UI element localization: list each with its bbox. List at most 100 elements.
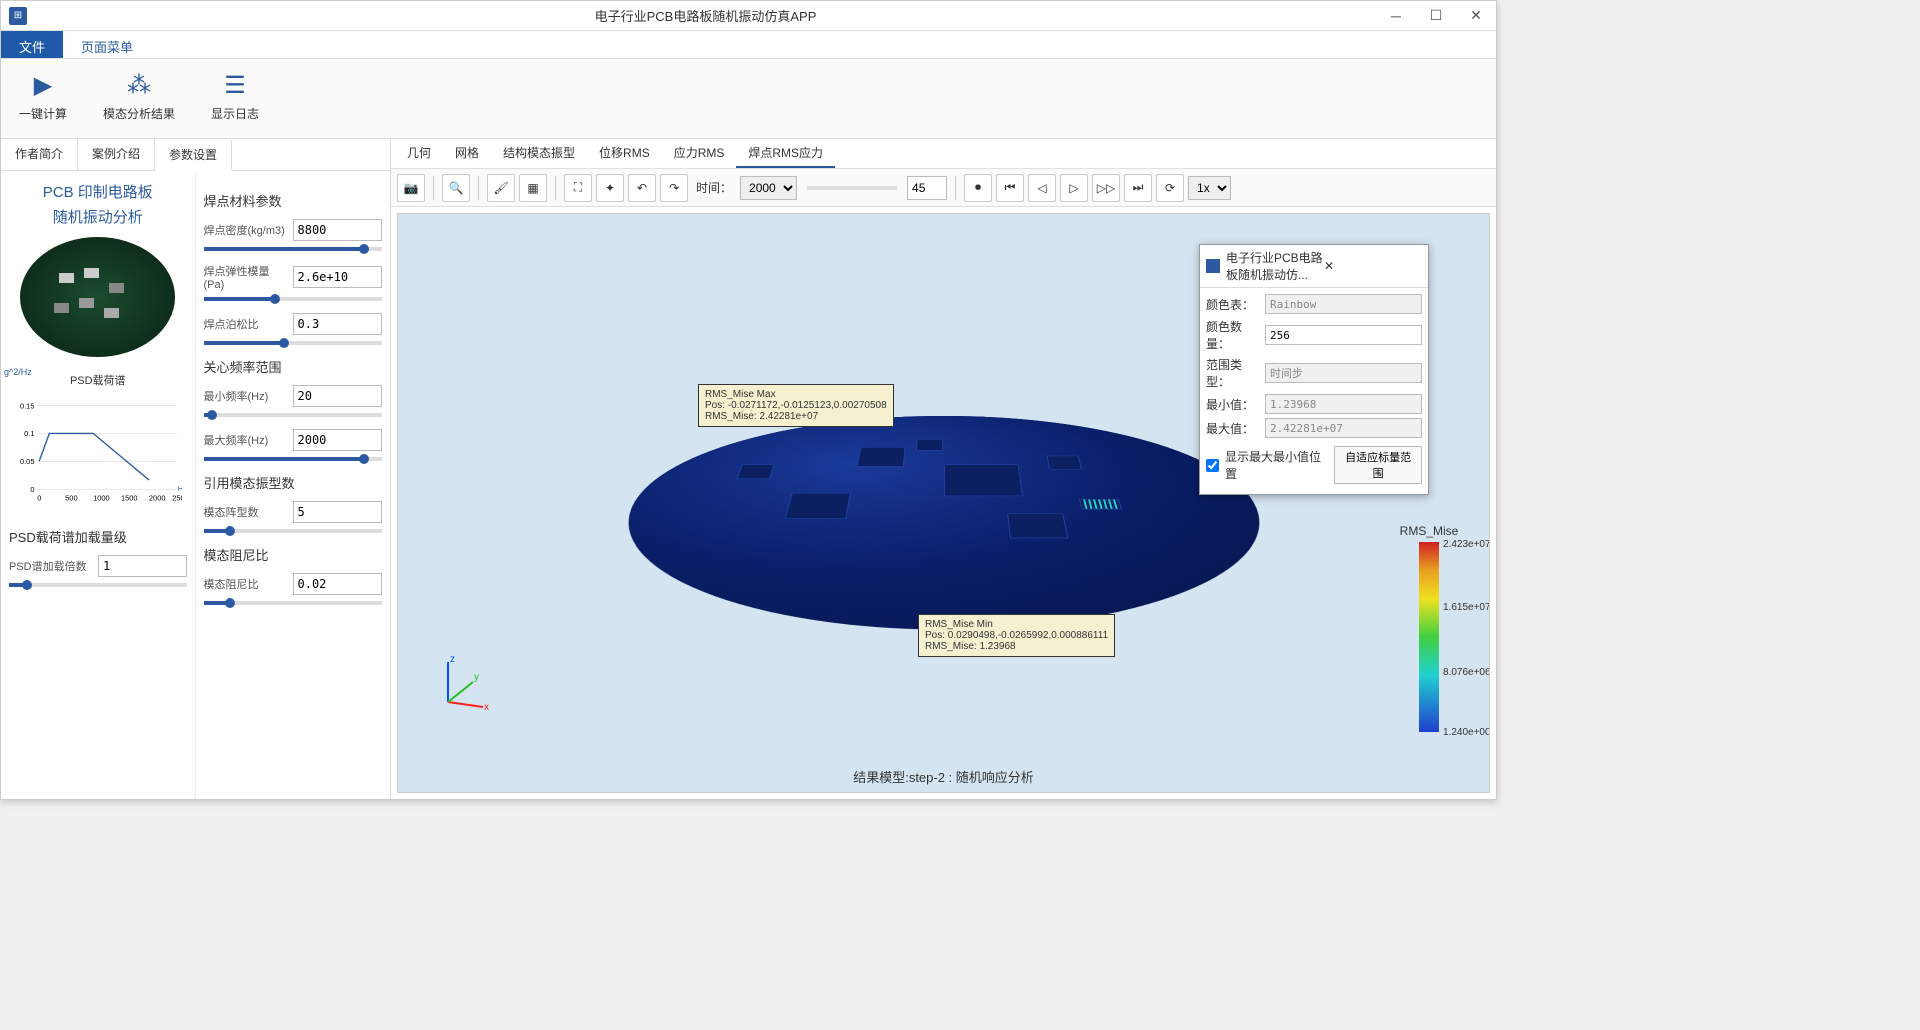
- prev-button[interactable]: ◁: [1028, 174, 1056, 202]
- first-button[interactable]: ⏮: [996, 174, 1024, 202]
- axes-gizmo: z x y: [438, 652, 498, 712]
- sidebar: 作者简介 案例介绍 参数设置 PCB 印制电路板 随机振动分析 g^2/Hz P…: [1, 139, 391, 799]
- calc-button[interactable]: ▶ 一键计算: [11, 65, 75, 132]
- rangetype-select[interactable]: [1265, 363, 1422, 383]
- modal-result-button[interactable]: ⁂ 模态分析结果: [95, 65, 183, 132]
- record-button[interactable]: ⏺: [964, 174, 992, 202]
- record-icon: ⏺: [975, 180, 981, 195]
- app-title: 电子行业PCB电路板随机振动仿真APP: [27, 6, 1384, 25]
- minimize-button[interactable]: ─: [1384, 4, 1408, 28]
- vtab-mesh[interactable]: 网格: [443, 139, 491, 168]
- vtab-stress[interactable]: 应力RMS: [662, 139, 737, 168]
- freq-section: 关心频率范围: [204, 357, 383, 379]
- log-button[interactable]: ☰ 显示日志: [203, 65, 267, 132]
- panel-title1: PCB 印制电路板: [9, 181, 187, 202]
- next-button[interactable]: ▷▷: [1092, 174, 1120, 202]
- first-icon: ⏮: [1005, 180, 1016, 195]
- damp-section: 模态阻尼比: [204, 545, 383, 567]
- panel-logo-icon: [1206, 259, 1220, 273]
- cube-button[interactable]: ▦: [519, 174, 547, 202]
- camera-button[interactable]: 📷: [397, 174, 425, 202]
- last-button[interactable]: ⏭: [1124, 174, 1152, 202]
- axes-icon: ✦: [605, 181, 615, 195]
- ribbon: ▶ 一键计算 ⁂ 模态分析结果 ☰ 显示日志: [1, 59, 1496, 139]
- play-icon: ▶: [27, 69, 59, 101]
- psd-mult-slider[interactable]: [9, 583, 187, 587]
- search-icon: 🔍: [449, 181, 464, 195]
- damp-input[interactable]: [293, 573, 383, 595]
- max-input[interactable]: [1265, 418, 1422, 438]
- fit-icon: ⛶: [574, 180, 582, 195]
- svg-text:0.05: 0.05: [20, 457, 34, 466]
- viewer-panel: 几何 网格 结构模态振型 位移RMS 应力RMS 焊点RMS应力 📷 🔍 🖌 ▦…: [391, 139, 1496, 799]
- elastic-input[interactable]: [293, 266, 383, 288]
- minfreq-slider[interactable]: [204, 413, 383, 417]
- svg-text:0.1: 0.1: [24, 429, 34, 438]
- colorcount-input[interactable]: [1265, 325, 1422, 345]
- loop-button[interactable]: ⟳: [1156, 174, 1184, 202]
- log-icon: ☰: [219, 69, 251, 101]
- minfreq-input[interactable]: [293, 385, 383, 407]
- colormap-select[interactable]: [1265, 294, 1422, 314]
- autoscale-button[interactable]: 自适应标量范围: [1334, 446, 1422, 484]
- density-slider[interactable]: [204, 247, 383, 251]
- svg-text:1500: 1500: [121, 493, 138, 502]
- color-legend: RMS_Mise 2.423e+07 1.615e+07 8.076e+06 1…: [1389, 524, 1469, 732]
- psd-mult-input[interactable]: [98, 555, 187, 577]
- rotate-right-button[interactable]: ↷: [660, 174, 688, 202]
- play-icon: ▷: [1069, 181, 1078, 195]
- axes-button[interactable]: ✦: [596, 174, 624, 202]
- panel-close-button[interactable]: ✕: [1324, 259, 1422, 273]
- menu-page[interactable]: 页面菜单: [63, 31, 151, 58]
- modecount-input[interactable]: [293, 501, 383, 523]
- vtab-modal[interactable]: 结构模态振型: [491, 139, 587, 168]
- mode-section: 引用模态振型数: [204, 473, 383, 495]
- tab-case[interactable]: 案例介绍: [78, 139, 155, 170]
- svg-text:z: z: [450, 654, 455, 665]
- tab-params[interactable]: 参数设置: [155, 140, 232, 171]
- min-input[interactable]: [1265, 394, 1422, 414]
- svg-text:1000: 1000: [93, 493, 110, 502]
- time-combo[interactable]: 2000: [740, 176, 797, 200]
- result-label: 结果模型:step-2 : 随机响应分析: [398, 767, 1489, 786]
- menubar: 文件 页面菜单: [1, 31, 1496, 59]
- damp-slider[interactable]: [204, 601, 383, 605]
- speed-combo[interactable]: 1x: [1188, 176, 1231, 200]
- play-button[interactable]: ▷: [1060, 174, 1088, 202]
- density-input[interactable]: [293, 219, 383, 241]
- close-button[interactable]: ✕: [1464, 4, 1488, 28]
- pcb-preview-image: [20, 237, 175, 357]
- time-slider[interactable]: [807, 186, 897, 190]
- tab-author[interactable]: 作者简介: [1, 139, 78, 170]
- show-maxmin-checkbox[interactable]: [1206, 459, 1219, 472]
- rotate-left-button[interactable]: ↶: [628, 174, 656, 202]
- app-logo-icon: ⊞: [9, 7, 27, 25]
- poisson-input[interactable]: [293, 313, 383, 335]
- vtab-solder[interactable]: 焊点RMS应力: [736, 139, 835, 168]
- viewer-canvas[interactable]: RMS_Mise Max Pos: -0.0271172,-0.0125123,…: [397, 213, 1490, 793]
- next-icon: ▷▷: [1097, 181, 1115, 195]
- brush-icon: 🖌: [493, 181, 508, 195]
- svg-text:0: 0: [37, 493, 41, 502]
- fit-button[interactable]: ⛶: [564, 174, 592, 202]
- modecount-slider[interactable]: [204, 529, 383, 533]
- menu-file[interactable]: 文件: [1, 31, 63, 58]
- svg-text:0.15: 0.15: [20, 401, 34, 410]
- svg-text:x: x: [484, 702, 489, 712]
- psd-chart: g^2/Hz PSD载荷谱 0.15 0.1 0.05 0 0500: [9, 367, 187, 517]
- svg-text:500: 500: [65, 493, 77, 502]
- colormap-panel: 电子行业PCB电路板随机振动仿... ✕ 颜色表： 颜色数量： 范围类型： 最小…: [1199, 244, 1429, 495]
- maxfreq-input[interactable]: [293, 429, 383, 451]
- elastic-slider[interactable]: [204, 297, 383, 301]
- loop-icon: ⟳: [1165, 181, 1175, 195]
- poisson-slider[interactable]: [204, 341, 383, 345]
- maxfreq-slider[interactable]: [204, 457, 383, 461]
- vtab-disp[interactable]: 位移RMS: [587, 139, 662, 168]
- maximize-button[interactable]: ☐: [1424, 4, 1448, 28]
- brush-button[interactable]: 🖌: [487, 174, 515, 202]
- zoom-button[interactable]: 🔍: [442, 174, 470, 202]
- prev-icon: ◁: [1037, 181, 1046, 195]
- step-input[interactable]: [907, 176, 947, 200]
- min-annotation: RMS_Mise Min Pos: 0.0290498,-0.0265992,0…: [918, 614, 1115, 657]
- vtab-geom[interactable]: 几何: [395, 139, 443, 168]
